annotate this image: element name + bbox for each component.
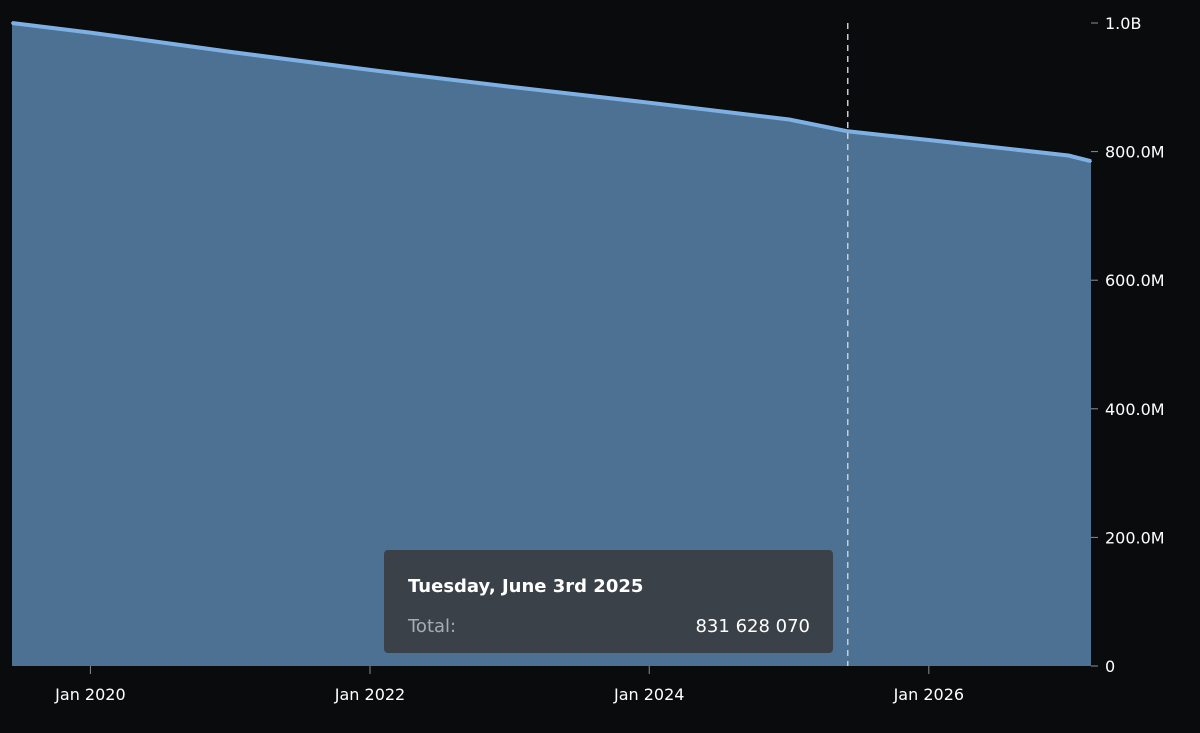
data-point xyxy=(846,130,849,133)
area-layer xyxy=(11,21,1092,666)
tooltip-label: Total: xyxy=(408,616,457,637)
x-tick-label: Jan 2020 xyxy=(54,685,125,704)
x-tick-label: Jan 2026 xyxy=(893,685,964,704)
data-point xyxy=(229,50,232,53)
data-point xyxy=(788,118,791,121)
y-tick-label: 1.0B xyxy=(1105,14,1141,33)
x-tick-label: Jan 2024 xyxy=(613,685,684,704)
x-tick-label: Jan 2022 xyxy=(334,685,405,704)
data-point xyxy=(1067,154,1070,157)
tooltip-date: Tuesday, June 3rd 2025 xyxy=(408,576,644,597)
data-point xyxy=(508,85,511,88)
y-axis: 0 200.0M 400.0M 600.0M 800.0M 1.0B xyxy=(1091,14,1165,676)
y-tick-label: 200.0M xyxy=(1105,528,1165,547)
y-tick-label: 800.0M xyxy=(1105,143,1165,162)
data-point xyxy=(1090,160,1092,163)
x-axis: Jan 2020 Jan 2022 Jan 2024 Jan 2026 xyxy=(54,666,964,704)
series-area-fill xyxy=(12,23,1091,666)
tooltip-value: 831 628 070 xyxy=(695,616,810,637)
data-point xyxy=(369,68,371,71)
data-point xyxy=(927,139,930,141)
y-tick-label: 0 xyxy=(1105,657,1115,676)
data-point xyxy=(648,101,651,104)
data-point xyxy=(89,31,92,34)
data-point xyxy=(11,22,13,24)
y-tick-label: 600.0M xyxy=(1105,271,1165,290)
y-tick-label: 400.0M xyxy=(1105,400,1165,419)
tooltip: Tuesday, June 3rd 2025 Total: 831 628 07… xyxy=(384,550,833,653)
